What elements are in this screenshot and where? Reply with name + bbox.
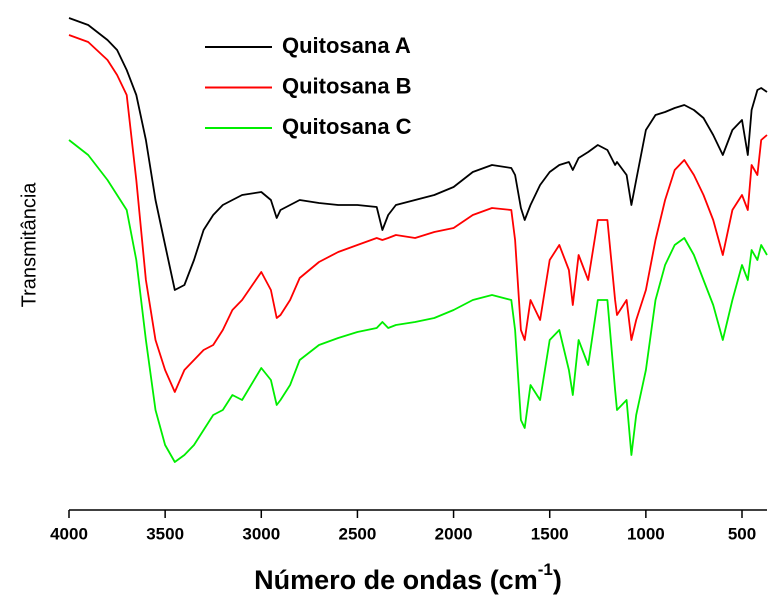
y-axis-label: Transmitância (18, 182, 40, 308)
x-tick-label: 3500 (146, 524, 184, 543)
legend-label: Quitosana A (282, 33, 411, 58)
x-tick-label: 500 (728, 524, 756, 543)
spectrum-line (68, 17, 768, 291)
x-tick-label: 1500 (531, 524, 569, 543)
x-tick-label: 2500 (339, 524, 377, 543)
spectrum-line (68, 139, 768, 463)
x-label-text: Número de ondas (cm (254, 565, 538, 595)
x-tick-label: 3000 (242, 524, 280, 543)
x-label-sup: -1 (538, 560, 553, 579)
x-axis-label: Número de ondas (cm-1) (254, 560, 562, 595)
x-label-suffix: ) (553, 565, 562, 595)
x-tick-label: 1000 (627, 524, 665, 543)
x-tick-label: 4000 (50, 524, 88, 543)
spectrum-line (68, 34, 768, 393)
legend-label: Quitosana B (282, 73, 412, 98)
x-tick-label: 2000 (435, 524, 473, 543)
legend-label: Quitosana C (282, 114, 412, 139)
